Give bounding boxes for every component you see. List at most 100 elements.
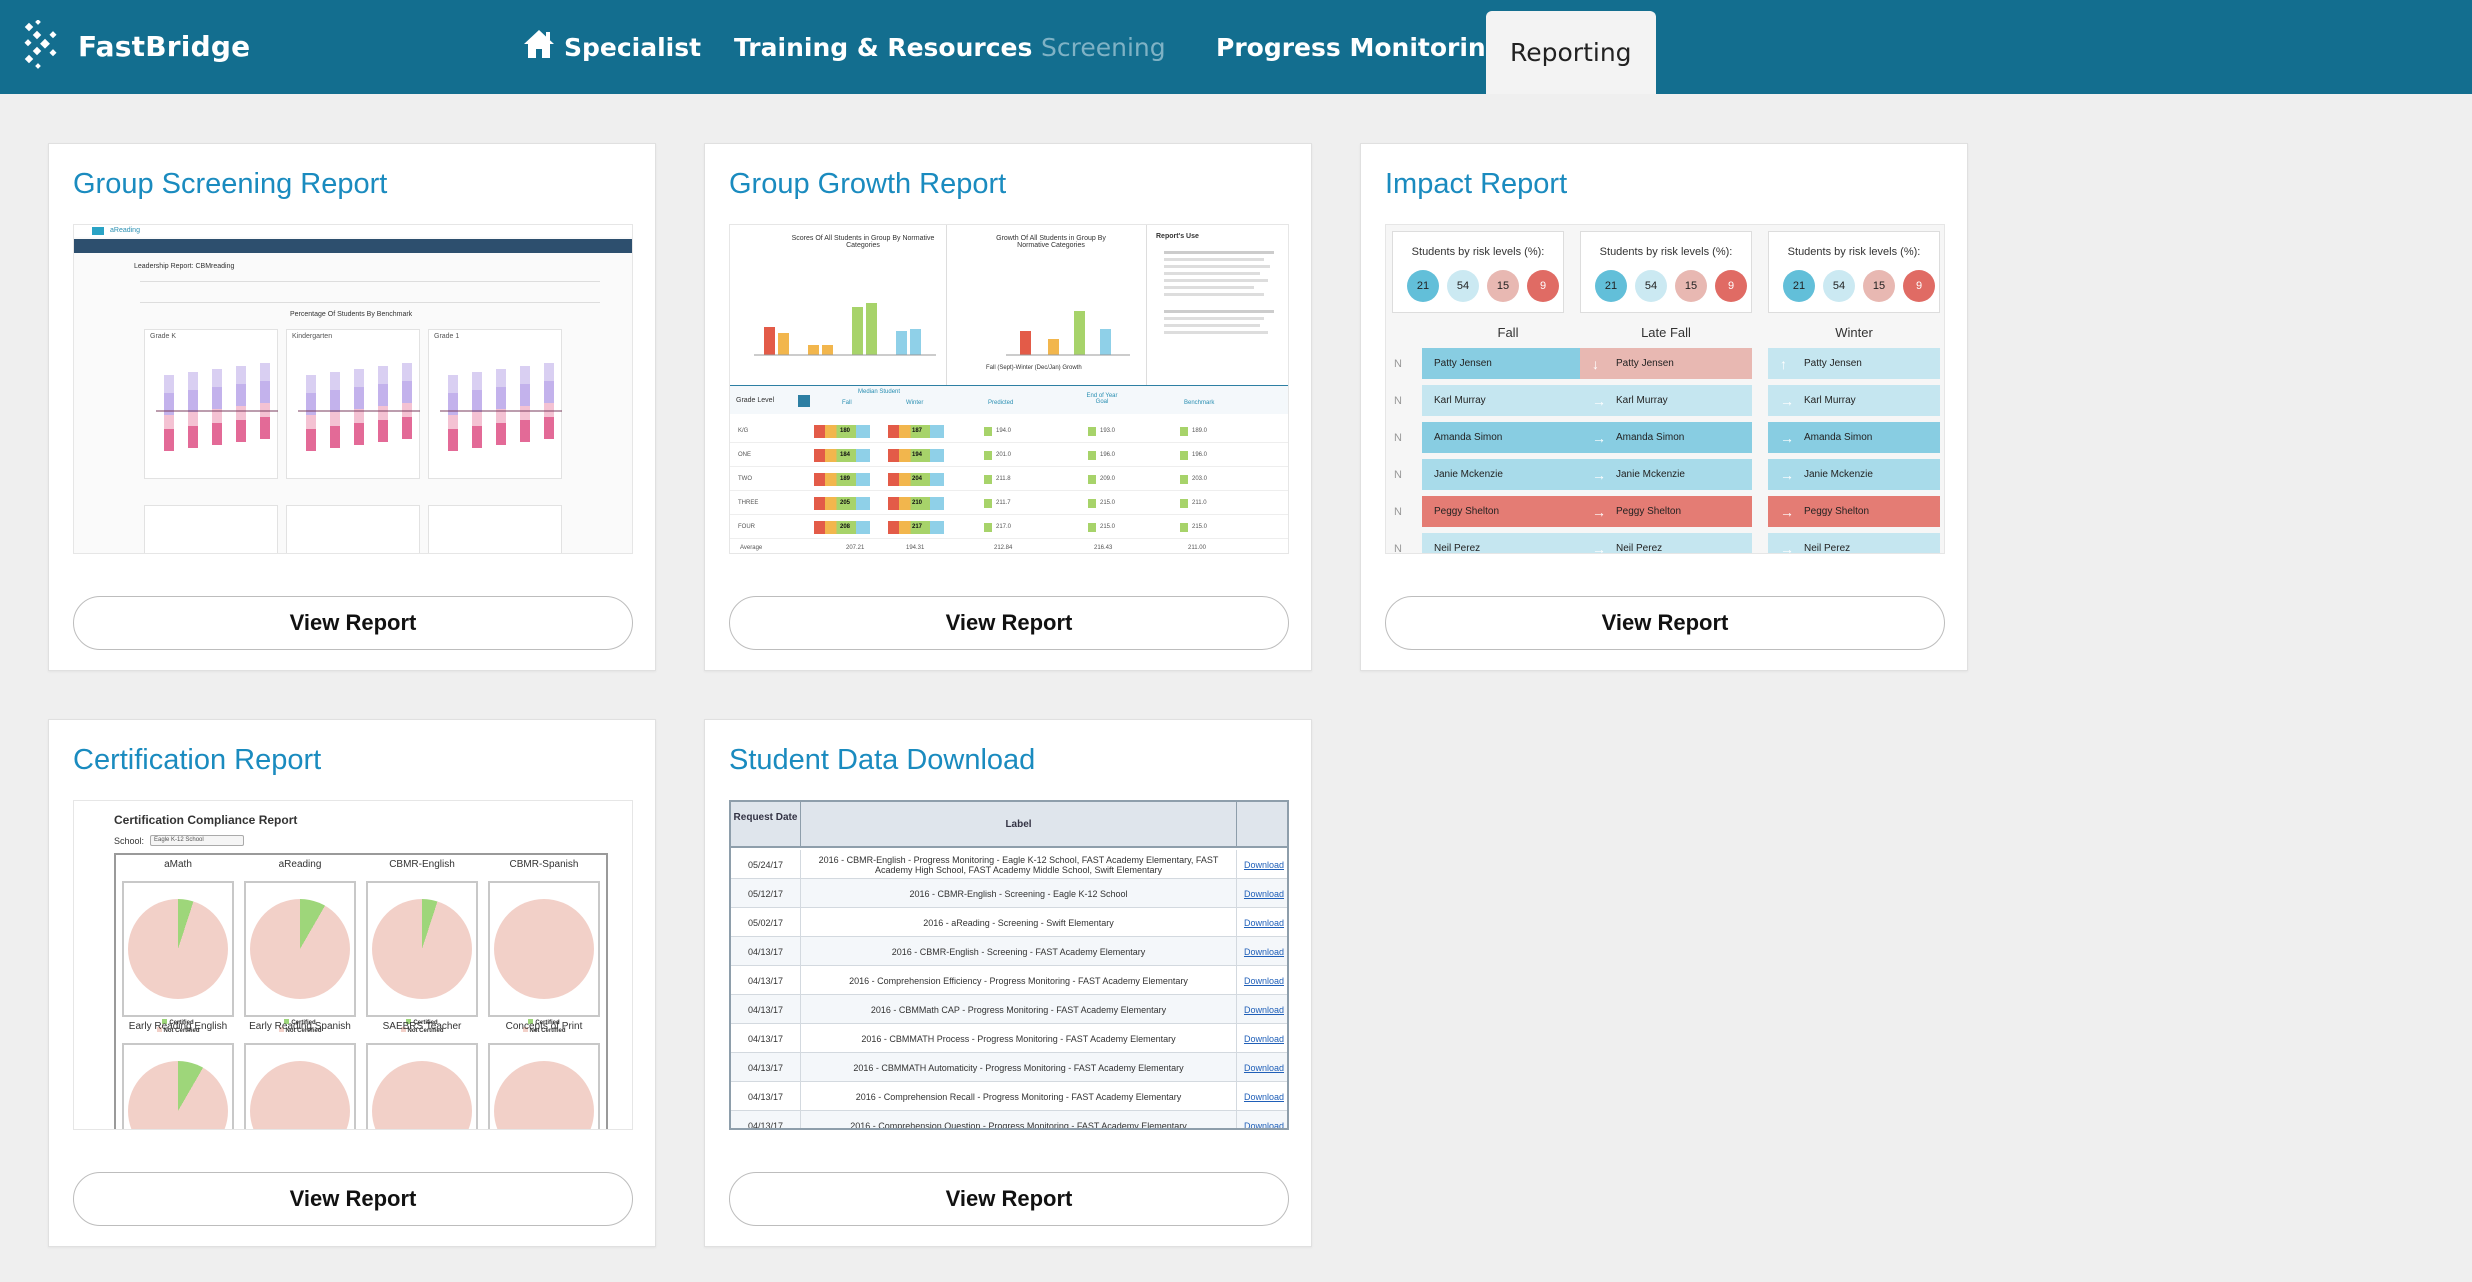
student-name: Peggy Shelton bbox=[1804, 506, 1870, 517]
avg-winter: 194.31 bbox=[906, 545, 925, 551]
thumb-left-chart-title: Scores Of All Students in Group By Norma… bbox=[791, 235, 935, 249]
nav-progress-monitoring[interactable]: Progress Monitoring bbox=[1216, 32, 1504, 62]
card-title[interactable]: Student Data Download bbox=[729, 744, 1036, 776]
card-title[interactable]: Certification Report bbox=[73, 744, 322, 776]
risk-circle: 9 bbox=[1715, 270, 1747, 302]
grade-cell: K/G bbox=[738, 428, 749, 434]
student-name: Karl Murray bbox=[1804, 395, 1856, 406]
download-link[interactable]: Download bbox=[1243, 1033, 1285, 1044]
mini-bar-segment bbox=[402, 381, 412, 403]
mini-bar-segment bbox=[378, 406, 388, 420]
predicted-cell: 201.0 bbox=[996, 452, 1012, 458]
card-certification: Certification Report Certification Compl… bbox=[48, 719, 656, 1247]
view-report-button[interactable]: View Report bbox=[1385, 596, 1945, 650]
n-marker: N bbox=[1394, 468, 1402, 481]
request-date-cell: 04/13/17 bbox=[731, 1024, 801, 1053]
mini-growth-bar bbox=[852, 307, 863, 355]
download-link[interactable]: Download bbox=[1243, 1120, 1285, 1130]
mini-bar-segment bbox=[164, 415, 174, 429]
mini-bar-segment bbox=[496, 423, 506, 445]
download-link[interactable]: Download bbox=[1243, 917, 1285, 928]
certification-cell: Early Reading English bbox=[120, 1021, 236, 1129]
nav-specialist[interactable]: Specialist bbox=[522, 0, 701, 94]
group-screening-mini-chart bbox=[156, 363, 562, 451]
card-title[interactable]: Group Screening Report bbox=[73, 168, 388, 200]
logo[interactable]: FastBridge bbox=[24, 20, 250, 72]
goal-cell: 209.0 bbox=[1100, 476, 1116, 482]
download-link[interactable]: Download bbox=[1243, 859, 1285, 870]
download-link[interactable]: Download bbox=[1243, 1004, 1285, 1015]
mini-bar-segment bbox=[544, 381, 554, 403]
fastbridge-logo-icon bbox=[24, 20, 57, 69]
view-report-button[interactable]: View Report bbox=[729, 1172, 1289, 1226]
arrow-right-icon: → bbox=[1592, 503, 1606, 520]
n-marker: N bbox=[1394, 431, 1402, 444]
mini-bar-segment bbox=[164, 393, 174, 415]
view-report-button[interactable]: View Report bbox=[73, 1172, 633, 1226]
mini-bar-segment bbox=[188, 372, 198, 390]
grade-cell: THREE bbox=[738, 500, 759, 506]
view-report-button[interactable]: View Report bbox=[729, 596, 1289, 650]
home-icon bbox=[524, 30, 554, 58]
mini-bar-segment bbox=[164, 429, 174, 451]
certification-pie bbox=[250, 1061, 350, 1129]
card-title[interactable]: Impact Report bbox=[1385, 168, 1568, 200]
benchmark-cell: 215.0 bbox=[1192, 524, 1208, 530]
student-name: Neil Perez bbox=[1616, 543, 1663, 554]
label-cell: 2016 - CBMMath CAP - Progress Monitoring… bbox=[801, 995, 1237, 1024]
group-growth-mini-chart bbox=[754, 303, 1130, 356]
certification-cell: Early Reading Spanish bbox=[242, 1021, 358, 1129]
nav-training[interactable]: Training & Resources bbox=[734, 32, 1033, 62]
fall-cell: 208 bbox=[840, 524, 851, 530]
benchmark-cell: 196.0 bbox=[1192, 452, 1208, 458]
student-name: Amanda Simon bbox=[1434, 432, 1503, 443]
mini-bar-segment bbox=[378, 420, 388, 442]
card-title[interactable]: Group Growth Report bbox=[729, 168, 1007, 200]
mini-bar-segment bbox=[496, 387, 506, 409]
mini-bar-segment bbox=[402, 363, 412, 381]
arrow-right-icon: → bbox=[1780, 540, 1794, 554]
download-link[interactable]: Download bbox=[1243, 975, 1285, 986]
download-link[interactable]: Download bbox=[1243, 946, 1285, 957]
n-marker: N bbox=[1394, 394, 1402, 407]
mini-bar-segment bbox=[472, 412, 482, 426]
download-table-row: 04/13/17 2016 - CBMMath CAP - Progress Mo… bbox=[731, 995, 1287, 1024]
label-cell: 2016 - CBMR-English - Screening - FAST A… bbox=[801, 937, 1237, 966]
predicted-cell: 211.7 bbox=[996, 500, 1011, 506]
group-screening-thumbnail: aReading Leadership Report: CBMreading P… bbox=[73, 224, 633, 554]
arrow-right-icon: → bbox=[1592, 466, 1606, 483]
risk-box-fall: Students by risk levels (%): 21 54 15 9 bbox=[1392, 231, 1564, 313]
risk-box-winter: Students by risk levels (%): 21 54 15 9 bbox=[1768, 231, 1940, 313]
label-cell: 2016 - Comprehension Efficiency - Progre… bbox=[801, 966, 1237, 995]
view-report-button[interactable]: View Report bbox=[73, 596, 633, 650]
mini-bar-segment bbox=[448, 393, 458, 415]
certification-pie bbox=[128, 1061, 228, 1129]
download-link[interactable]: Download bbox=[1243, 888, 1285, 899]
request-date-cell: 05/02/17 bbox=[731, 908, 801, 937]
thumb-chart-title: Percentage Of Students By Benchmark bbox=[290, 311, 413, 318]
certification-cell: Concepts of Print bbox=[486, 1021, 602, 1129]
download-table-row: 05/02/17 2016 - aReading - Screening - Sw… bbox=[731, 908, 1287, 937]
label-cell: 2016 - CBMMATH Automaticity - Progress M… bbox=[801, 1053, 1237, 1082]
download-link[interactable]: Download bbox=[1243, 1091, 1285, 1102]
label-cell: 2016 - aReading - Screening - Swift Elem… bbox=[801, 908, 1237, 937]
growth-table-row: ONE 184 194 201.0 196.0 196.0 bbox=[730, 445, 1288, 467]
mini-bar-segment bbox=[402, 417, 412, 439]
winter-cell: 204 bbox=[912, 476, 923, 482]
thumb-right-axis-label: Fall (Sept)-Winter (Dec/Jan) Growth bbox=[986, 365, 1082, 371]
label-cell: 2016 - CBMR-English - Screening - Eagle … bbox=[801, 879, 1237, 908]
thumb-side-title: Report's Use bbox=[1156, 233, 1199, 240]
mini-bar-segment bbox=[260, 417, 270, 439]
nav-reporting[interactable]: Reporting bbox=[1486, 11, 1656, 94]
avg-predicted: 212.84 bbox=[994, 545, 1013, 551]
mini-bar-segment bbox=[212, 387, 222, 409]
mini-bar-segment bbox=[236, 384, 246, 406]
download-link[interactable]: Download bbox=[1243, 1062, 1285, 1073]
mini-bar-segment bbox=[330, 412, 340, 426]
certification-pie bbox=[494, 899, 594, 999]
thumb-col-benchmark: Benchmark bbox=[1184, 400, 1215, 406]
goal-cell: 215.0 bbox=[1100, 500, 1116, 506]
goal-cell: 215.0 bbox=[1100, 524, 1116, 530]
nav-screening[interactable]: Screening bbox=[1041, 32, 1166, 62]
risk-label: Students by risk levels (%): bbox=[1411, 246, 1545, 258]
